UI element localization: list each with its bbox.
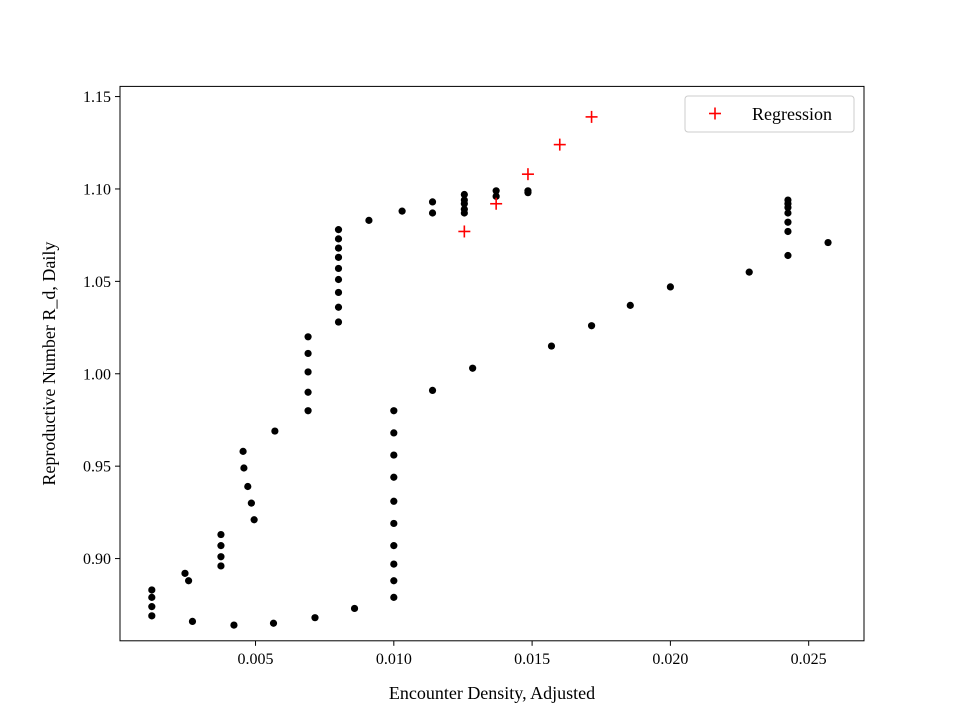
legend-label-regression: Regression — [752, 104, 832, 124]
y-tick-label: 0.90 — [83, 551, 111, 568]
data-point — [217, 530, 225, 539]
data-point — [365, 216, 373, 224]
y-axis-ticks: 0.90 0.95 1.00 1.05 1.10 1.15 — [83, 89, 120, 568]
y-axis-label: Reproductive Number R_d, Daily — [39, 242, 59, 486]
data-point — [587, 322, 596, 330]
data-point — [334, 275, 343, 284]
data-point — [184, 577, 193, 585]
data-point — [626, 301, 634, 309]
data-point — [334, 226, 343, 234]
x-tick-label: 0.020 — [652, 651, 688, 668]
legend-box — [684, 95, 855, 133]
legend-plus-icon — [709, 107, 721, 120]
data-point — [784, 196, 792, 204]
y-tick-label: 1.00 — [83, 366, 111, 383]
plot-area-frame — [119, 85, 865, 642]
legend: Regression — [684, 95, 855, 133]
data-point — [784, 227, 792, 236]
data-point — [390, 407, 398, 415]
data-point — [148, 603, 156, 611]
data-point — [334, 264, 343, 273]
data-point — [334, 303, 343, 311]
data-point — [824, 238, 832, 247]
data-point — [334, 244, 343, 252]
data-point — [428, 386, 437, 394]
data-point — [304, 407, 312, 415]
x-tick-label: 0.010 — [376, 651, 412, 668]
data-point — [217, 542, 225, 550]
data-point — [250, 516, 258, 524]
data-point — [334, 253, 343, 261]
data-point — [269, 619, 278, 627]
data-point — [390, 542, 398, 550]
data-point — [334, 318, 343, 326]
regression-point — [521, 168, 534, 181]
data-points-layer — [148, 187, 832, 629]
data-point — [304, 349, 312, 358]
regression-point — [490, 197, 503, 210]
data-point — [390, 519, 398, 528]
data-point — [390, 577, 398, 585]
data-point — [390, 429, 398, 437]
data-point — [390, 560, 398, 568]
data-point — [304, 368, 312, 376]
data-point — [469, 364, 477, 372]
x-axis-ticks: 0.005 0.010 0.015 0.020 0.025 — [238, 640, 827, 668]
x-tick-label: 0.015 — [514, 651, 550, 668]
y-tick-label: 1.15 — [83, 89, 111, 106]
data-point — [428, 209, 437, 217]
data-point — [188, 617, 197, 625]
data-point — [398, 207, 406, 215]
data-point — [217, 562, 225, 570]
data-point — [390, 497, 398, 505]
y-tick-label: 1.10 — [83, 181, 111, 198]
data-point — [745, 268, 753, 276]
data-point — [304, 333, 312, 341]
data-point — [350, 604, 359, 613]
data-point — [460, 196, 468, 204]
data-point — [460, 205, 468, 213]
data-point — [181, 569, 189, 577]
data-point — [784, 251, 792, 260]
x-tick-label: 0.025 — [791, 651, 827, 668]
regression-points-layer — [458, 110, 598, 238]
data-point — [271, 427, 279, 435]
data-point — [460, 190, 468, 199]
regression-point — [553, 138, 566, 151]
data-point — [334, 288, 343, 297]
data-point — [334, 235, 343, 243]
data-point — [304, 388, 312, 396]
data-point — [492, 192, 500, 200]
data-point — [390, 451, 398, 459]
data-point — [390, 473, 398, 481]
data-point — [390, 593, 398, 601]
data-point — [240, 464, 248, 472]
data-point — [148, 586, 156, 594]
x-tick-label: 0.005 — [238, 651, 274, 668]
data-point — [524, 187, 532, 195]
data-point — [217, 553, 225, 561]
data-point — [784, 218, 792, 226]
data-point — [784, 209, 792, 217]
data-point — [492, 187, 500, 195]
data-point — [230, 621, 238, 629]
data-point — [547, 342, 556, 350]
data-point — [148, 593, 156, 601]
y-tick-label: 1.05 — [83, 274, 111, 291]
y-tick-label: 0.95 — [83, 459, 111, 476]
x-axis-label: Encounter Density, Adjusted — [389, 683, 595, 703]
regression-point — [585, 110, 598, 123]
regression-point — [458, 225, 471, 238]
data-point — [247, 499, 255, 507]
data-point — [244, 482, 252, 491]
data-point — [148, 612, 156, 620]
data-point — [428, 198, 437, 206]
data-point — [311, 614, 319, 622]
data-point — [666, 283, 674, 291]
data-point — [239, 447, 247, 455]
